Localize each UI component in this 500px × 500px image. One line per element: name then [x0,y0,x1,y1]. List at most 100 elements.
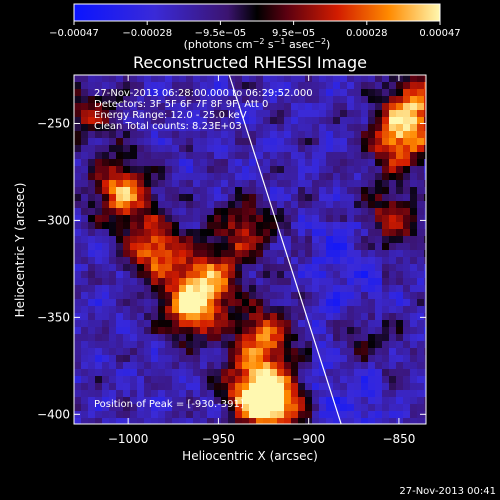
heatmap-cell [102,376,109,383]
heatmap-cell [333,138,340,145]
heatmap-cell [151,180,158,187]
heatmap-cell [340,404,347,411]
heatmap-cell [165,117,172,124]
heatmap-cell [95,327,102,334]
heatmap-cell [270,243,277,250]
heatmap-cell [403,250,410,257]
heatmap-cell [186,313,193,320]
heatmap-cell [417,152,424,159]
heatmap-cell [109,327,116,334]
heatmap-cell [137,236,144,243]
heatmap-cell [270,103,277,110]
heatmap-cell [221,257,228,264]
heatmap-cell [151,271,158,278]
heatmap-cell [277,362,284,369]
heatmap-cell [158,236,165,243]
heatmap-cell [158,299,165,306]
heatmap-cell [88,334,95,341]
heatmap-cell [375,215,382,222]
heatmap-cell [277,180,284,187]
heatmap-cell [305,257,312,264]
heatmap-cell [200,145,207,152]
heatmap-cell [109,138,116,145]
heatmap-cell [214,257,221,264]
heatmap-cell [291,75,298,82]
heatmap-cell [74,201,81,208]
heatmap-cell [193,96,200,103]
heatmap-cell [242,278,249,285]
heatmap-cell [389,96,396,103]
y-tick-label: −350 [37,310,70,324]
heatmap-cell [375,362,382,369]
heatmap-cell [277,271,284,278]
heatmap-cell [74,222,81,229]
heatmap-cell [172,404,179,411]
heatmap-cell [74,278,81,285]
heatmap-cell [137,355,144,362]
heatmap-cell [158,145,165,152]
heatmap-cell [214,243,221,250]
heatmap-cell [95,110,102,117]
heatmap-cell [102,404,109,411]
heatmap-cell [151,96,158,103]
heatmap-cell [305,124,312,131]
heatmap-cell [305,390,312,397]
heatmap-cell [361,75,368,82]
heatmap-cell [354,418,361,424]
heatmap-cell [242,313,249,320]
heatmap-cell [312,236,319,243]
heatmap-cell [123,110,130,117]
heatmap-cell [151,131,158,138]
heatmap-cell [221,320,228,327]
heatmap-cell [116,376,123,383]
heatmap-cell [242,89,249,96]
heatmap-cell [81,222,88,229]
heatmap-cell [81,131,88,138]
heatmap-cell [242,404,249,411]
heatmap-cell [130,376,137,383]
heatmap-cell [270,82,277,89]
heatmap-cell [284,285,291,292]
heatmap-cell [361,376,368,383]
heatmap-cell [235,82,242,89]
heatmap-cell [333,131,340,138]
heatmap-cell [179,236,186,243]
heatmap-cell [417,82,424,89]
heatmap-cell [221,348,228,355]
heatmap-cell [179,89,186,96]
heatmap-cell [389,299,396,306]
heatmap-cell [130,110,137,117]
heatmap-cell [214,264,221,271]
heatmap-cell [88,222,95,229]
heatmap-cell [186,292,193,299]
heatmap-cell [200,236,207,243]
heatmap-cell [193,117,200,124]
heatmap-cell [242,390,249,397]
heatmap-cell [410,117,417,124]
heatmap-cell [319,327,326,334]
heatmap-cell [277,89,284,96]
heatmap-cell [389,327,396,334]
heatmap-cell [165,390,172,397]
heatmap-cell [270,278,277,285]
heatmap-cell [74,327,81,334]
heatmap-cell [354,369,361,376]
heatmap-cell [186,138,193,145]
heatmap-cell [221,215,228,222]
heatmap-cell [116,369,123,376]
heatmap-cell [116,117,123,124]
heatmap-cell [179,390,186,397]
heatmap-cell [277,348,284,355]
heatmap-cell [270,250,277,257]
heatmap-cell [144,390,151,397]
heatmap-cell [172,390,179,397]
heatmap-cell [305,201,312,208]
heatmap-cell [361,159,368,166]
heatmap-cell [130,180,137,187]
heatmap-cell [165,341,172,348]
heatmap-cell [179,75,186,82]
heatmap-cell [130,159,137,166]
heatmap-cell [235,173,242,180]
heatmap-cell [130,271,137,278]
heatmap-cell [256,96,263,103]
